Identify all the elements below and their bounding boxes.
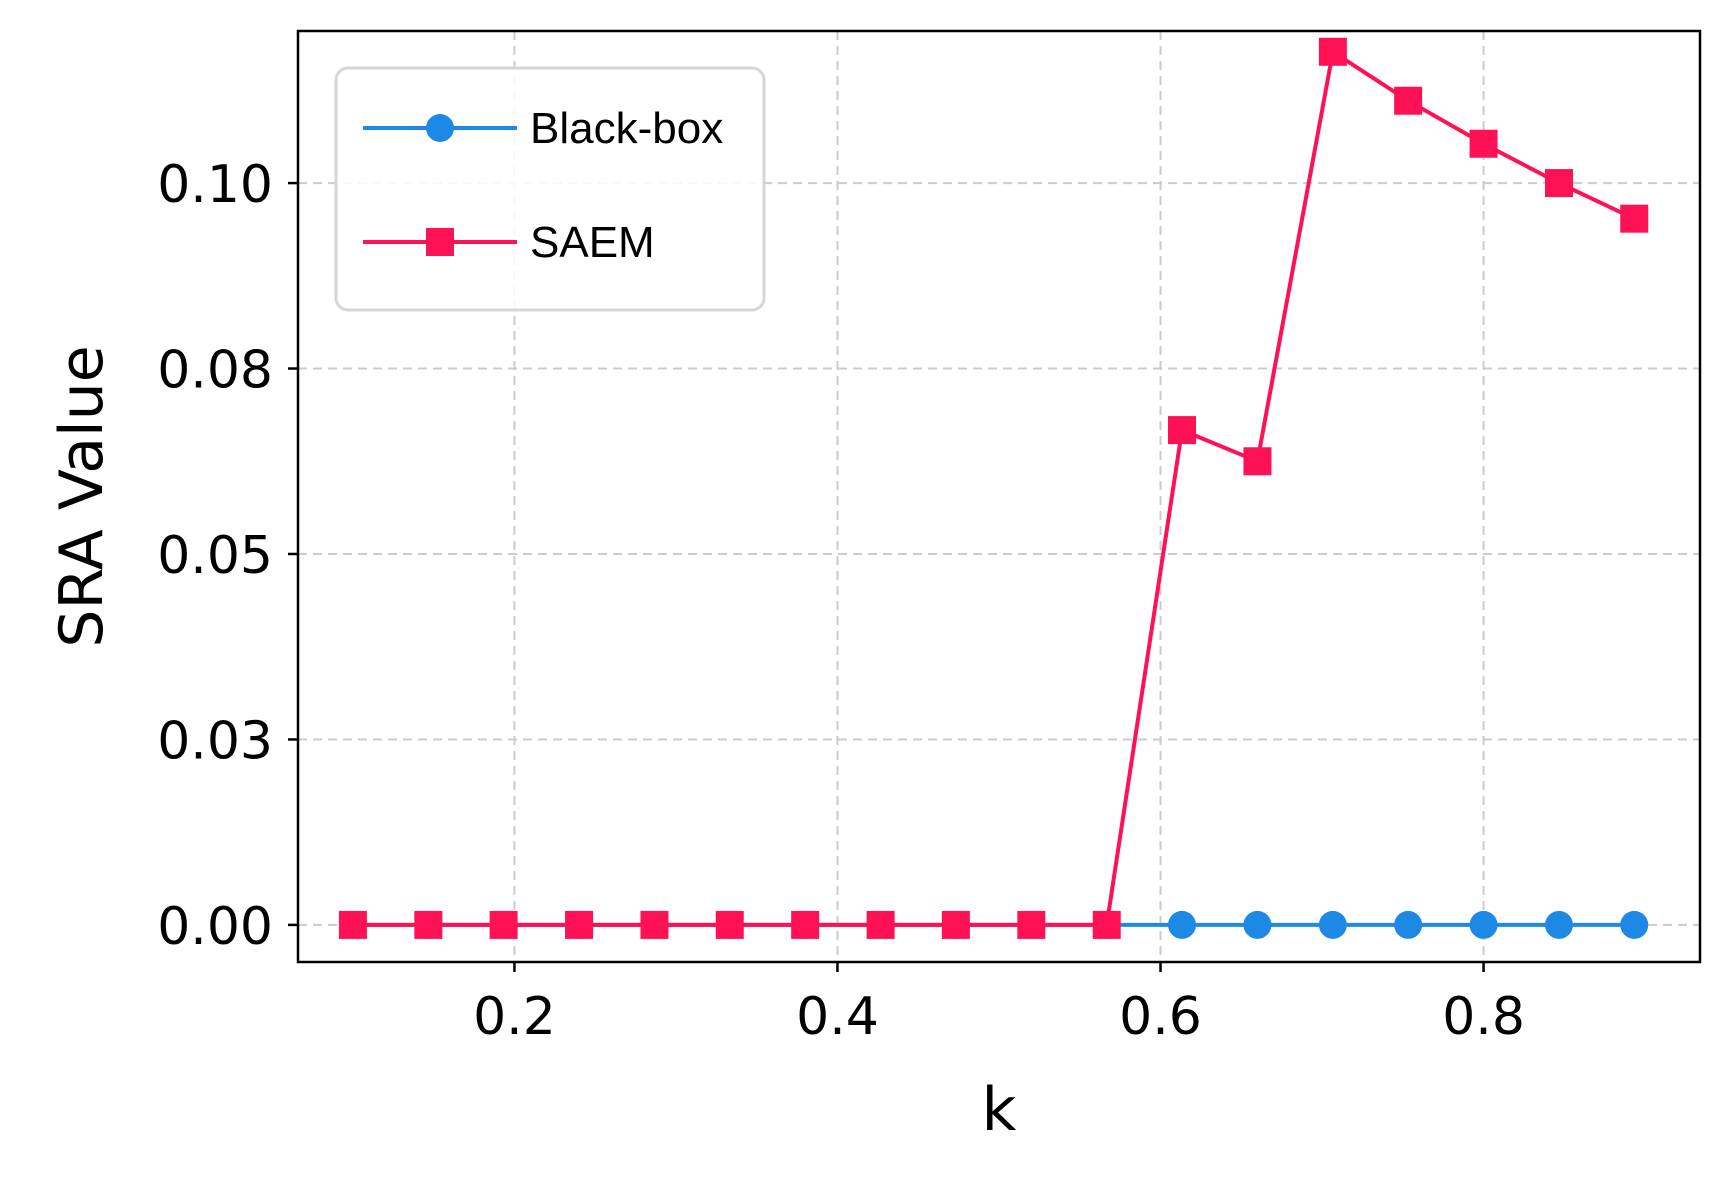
x-tick-label: 0.2 (473, 987, 556, 1047)
data-point-black-box (1243, 910, 1272, 939)
data-point-saem (1394, 86, 1423, 115)
legend: Black-box SAEM (334, 66, 766, 312)
y-tick-label: 0.08 (157, 341, 273, 401)
data-point-black-box (1318, 910, 1347, 939)
data-point-saem (1017, 910, 1046, 939)
legend-label-black-box: Black-box (530, 104, 723, 153)
x-tick-label: 0.8 (1442, 987, 1525, 1047)
x-tick-label: 0.6 (1119, 987, 1202, 1047)
data-point-saem (640, 910, 669, 939)
legend-marker-saem (426, 228, 454, 256)
data-point-black-box (1469, 910, 1498, 939)
data-point-saem (1318, 37, 1347, 66)
x-tick-label: 0.4 (796, 987, 879, 1047)
plot-frame (296, 29, 1702, 964)
data-point-saem (1620, 204, 1649, 233)
data-point-saem (1544, 169, 1573, 198)
data-point-saem (791, 910, 820, 939)
data-point-black-box (1620, 910, 1649, 939)
data-point-saem (1168, 416, 1197, 445)
legend-entry-black-box: Black-box (363, 104, 723, 153)
data-point-saem (941, 910, 970, 939)
y-tick-label: 0.05 (157, 526, 273, 586)
y-axis-label: SRA Value (47, 345, 117, 647)
data-point-saem (1469, 129, 1498, 158)
series-group (338, 37, 1649, 939)
axis-ticks: 0.2 0.4 0.6 0.8 0.00 0.03 0.05 0.08 0.10 (157, 155, 1525, 1047)
legend-label-saem: SAEM (530, 218, 655, 267)
y-tick-label: 0.10 (157, 155, 273, 215)
data-point-black-box (1168, 910, 1197, 939)
y-tick-label: 0.00 (157, 897, 273, 957)
data-point-saem (565, 910, 594, 939)
data-point-black-box (1394, 910, 1423, 939)
x-axis-label: k (982, 1075, 1017, 1145)
data-point-black-box (1544, 910, 1573, 939)
data-point-saem (338, 910, 367, 939)
data-point-saem (489, 910, 518, 939)
data-point-saem (866, 910, 895, 939)
data-point-saem (1243, 447, 1272, 476)
data-point-saem (715, 910, 744, 939)
legend-marker-black-box (426, 114, 454, 142)
data-point-saem (1092, 910, 1121, 939)
series-saem (338, 37, 1649, 939)
y-tick-label: 0.03 (157, 711, 273, 771)
legend-entry-saem: SAEM (363, 218, 655, 267)
data-point-saem (414, 910, 443, 939)
